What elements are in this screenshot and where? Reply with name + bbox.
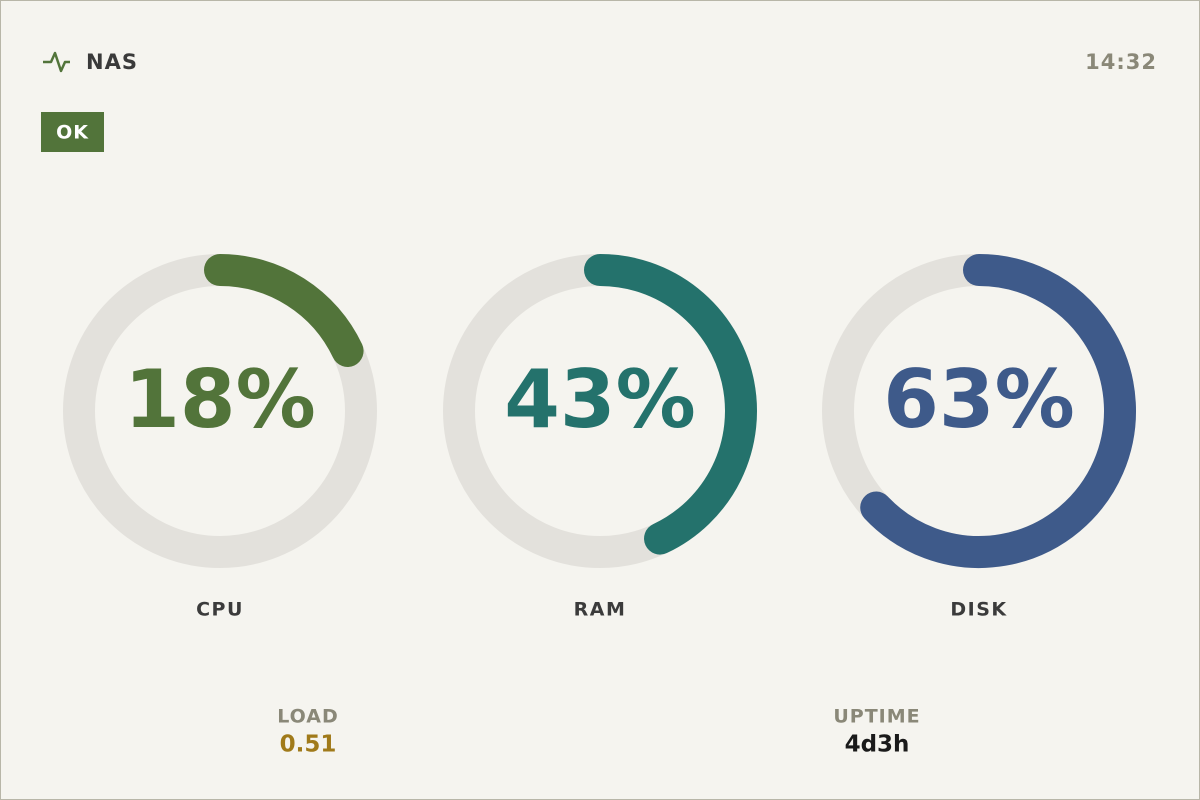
gauge-value: 18% [124, 353, 315, 446]
status-label: OK [56, 122, 89, 144]
gauge-label: RAM [574, 599, 627, 621]
gauge-value: 43% [504, 353, 695, 446]
device-name: NAS [86, 50, 138, 74]
gauge-label: DISK [950, 599, 1007, 621]
gauge-arc [860, 254, 1136, 568]
pulse-icon [43, 51, 70, 73]
gauge-value: 63% [883, 353, 1074, 446]
gauge-arc [204, 254, 364, 367]
status-badge [41, 112, 104, 152]
clock: 14:32 [1085, 50, 1157, 74]
stat-value: 0.51 [280, 732, 337, 758]
stat-value: 4d3h [845, 732, 910, 758]
stat-label: UPTIME [833, 706, 920, 728]
gauge-label: CPU [196, 599, 244, 621]
stat-label: LOAD [277, 706, 339, 728]
gauge-arc [584, 254, 757, 555]
